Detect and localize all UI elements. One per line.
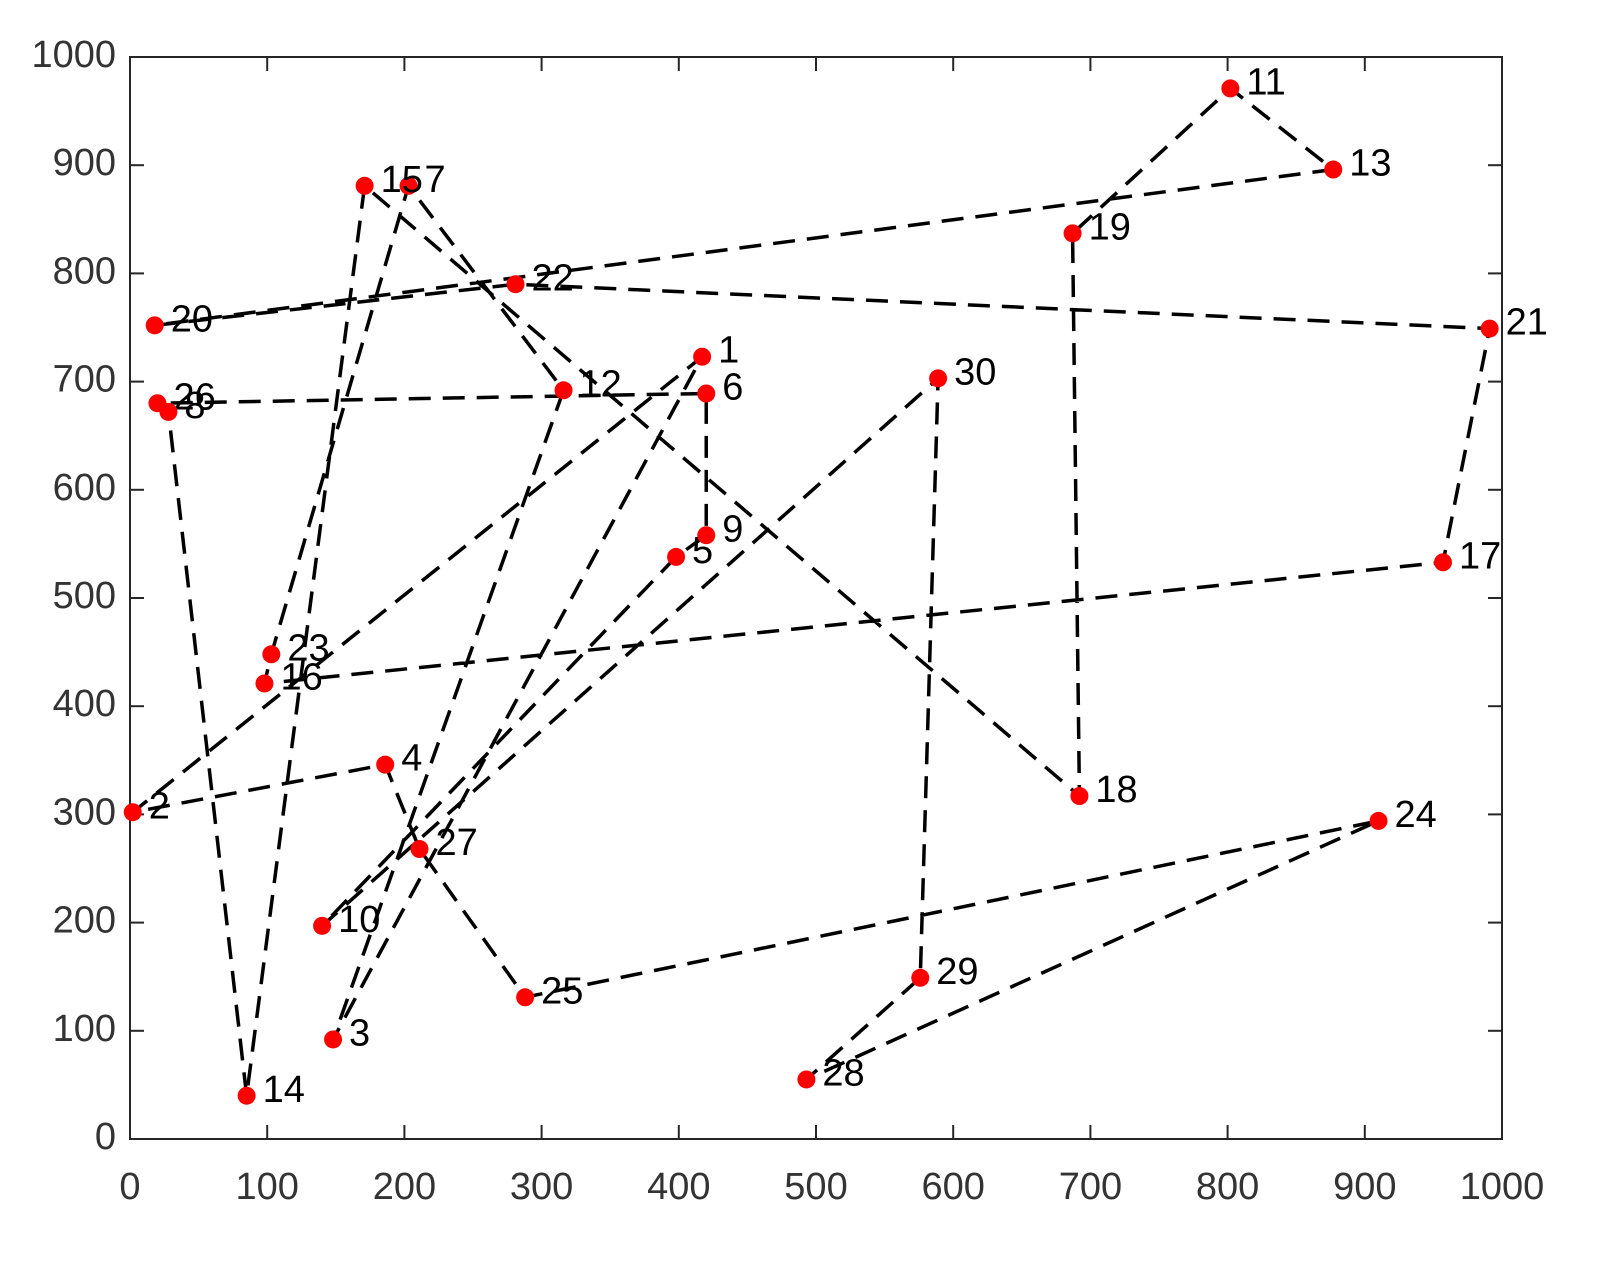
x-tick-label: 900: [1333, 1166, 1396, 1208]
point: [237, 1086, 256, 1105]
point: [1221, 79, 1240, 98]
x-tick-label: 500: [784, 1166, 847, 1208]
point-label: 3: [349, 1012, 370, 1054]
point: [797, 1070, 816, 1089]
point: [1369, 811, 1388, 830]
y-tick-label: 900: [53, 142, 116, 184]
point: [667, 547, 686, 566]
point: [929, 369, 948, 388]
point-label: 2: [149, 785, 170, 827]
point: [693, 347, 712, 366]
point-label: 11: [1246, 61, 1285, 103]
point: [1480, 319, 1499, 338]
point: [911, 968, 930, 987]
point: [355, 176, 374, 195]
x-tick-label: 200: [373, 1166, 436, 1208]
point: [506, 275, 525, 294]
point-label: 29: [936, 951, 978, 993]
y-tick-label: 1000: [31, 34, 116, 76]
point-label: 30: [954, 351, 996, 393]
x-tick-label: 0: [119, 1166, 140, 1208]
x-tick-label: 100: [235, 1166, 298, 1208]
point-label: 6: [722, 367, 743, 409]
plot-area: [129, 56, 1503, 1140]
point: [262, 645, 281, 664]
x-tick-label: 800: [1196, 1166, 1259, 1208]
point-label: 12: [580, 363, 622, 405]
point: [376, 755, 395, 774]
point: [697, 526, 716, 545]
point: [324, 1030, 343, 1049]
y-tick-label: 0: [95, 1116, 116, 1158]
point-label: 27: [435, 822, 477, 864]
point: [255, 674, 274, 693]
point: [1070, 787, 1089, 806]
y-tick-label: 800: [53, 250, 116, 292]
point-label: 9: [722, 508, 743, 550]
point-label: 22: [532, 257, 574, 299]
point-label: 1: [718, 330, 739, 372]
point: [1324, 160, 1343, 179]
point-label: 25: [541, 970, 583, 1012]
y-tick-label: 500: [53, 575, 116, 617]
point: [554, 381, 573, 400]
x-tick-label: 400: [647, 1166, 710, 1208]
point-label: 7: [425, 159, 446, 201]
point: [313, 916, 332, 935]
point-label: 10: [338, 899, 380, 941]
point: [410, 840, 429, 859]
point-label: 13: [1349, 143, 1391, 185]
point-label: 20: [171, 298, 213, 340]
point-label: 4: [401, 738, 422, 780]
point-label: 8: [184, 385, 205, 427]
point-label: 15: [381, 159, 423, 201]
point-label: 18: [1095, 769, 1137, 811]
point-label: 26: [173, 376, 215, 418]
y-tick-label: 700: [53, 359, 116, 401]
point-label: 28: [822, 1053, 864, 1095]
y-tick-label: 300: [53, 791, 116, 833]
point: [399, 176, 418, 195]
y-tick-label: 200: [53, 900, 116, 942]
y-tick-label: 600: [53, 467, 116, 509]
point: [123, 803, 142, 822]
point: [159, 402, 178, 421]
point-label: 23: [287, 627, 329, 669]
x-tick-label: 300: [510, 1166, 573, 1208]
point-label: 17: [1459, 535, 1501, 577]
x-tick-label: 600: [921, 1166, 984, 1208]
point: [1434, 553, 1453, 572]
y-tick-label: 100: [53, 1008, 116, 1050]
point: [145, 316, 164, 335]
point: [697, 384, 716, 403]
y-tick-label: 400: [53, 683, 116, 725]
point: [516, 988, 535, 1007]
point-label: 19: [1089, 206, 1131, 248]
point-label: 21: [1506, 302, 1548, 344]
x-tick-label: 1000: [1460, 1166, 1545, 1208]
x-tick-label: 700: [1059, 1166, 1122, 1208]
point-label: 16: [280, 657, 322, 699]
point: [1063, 224, 1082, 243]
point-label: 24: [1395, 794, 1437, 836]
point-label: 14: [263, 1069, 305, 1111]
